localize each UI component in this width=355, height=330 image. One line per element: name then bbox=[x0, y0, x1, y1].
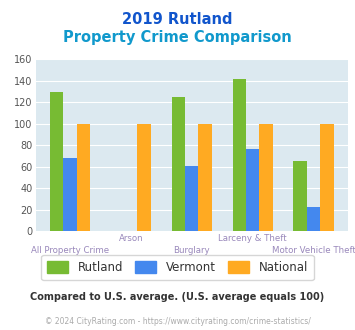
Bar bbox=[320, 124, 334, 231]
Bar bbox=[260, 124, 273, 231]
Bar bbox=[77, 124, 90, 231]
Bar bbox=[50, 91, 63, 231]
Text: © 2024 CityRating.com - https://www.cityrating.com/crime-statistics/: © 2024 CityRating.com - https://www.city… bbox=[45, 317, 310, 326]
Text: 2019 Rutland: 2019 Rutland bbox=[122, 12, 233, 26]
Bar bbox=[63, 158, 77, 231]
Text: Property Crime Comparison: Property Crime Comparison bbox=[63, 30, 292, 45]
Bar bbox=[246, 149, 260, 231]
Bar bbox=[198, 124, 212, 231]
Text: Compared to U.S. average. (U.S. average equals 100): Compared to U.S. average. (U.S. average … bbox=[31, 292, 324, 302]
Bar bbox=[294, 161, 307, 231]
Bar bbox=[307, 208, 320, 231]
Bar bbox=[171, 97, 185, 231]
Bar bbox=[233, 79, 246, 231]
Bar bbox=[185, 166, 198, 231]
Legend: Rutland, Vermont, National: Rutland, Vermont, National bbox=[41, 255, 314, 280]
Bar bbox=[137, 124, 151, 231]
